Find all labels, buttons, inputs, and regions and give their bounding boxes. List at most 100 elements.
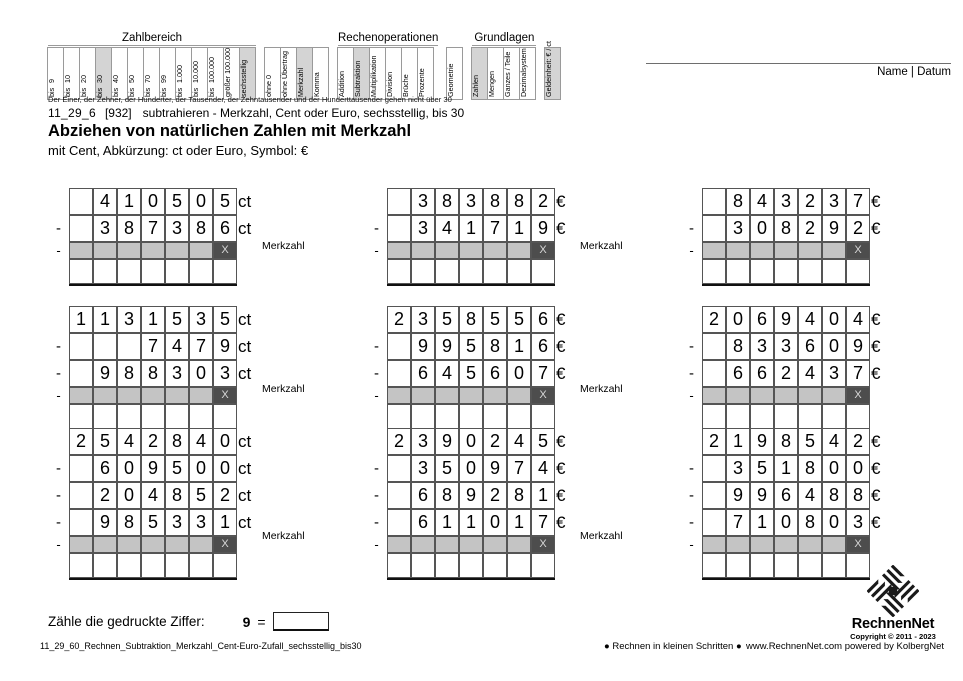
merkzahl-x-cell[interactable]: X <box>213 536 237 553</box>
digit-cell[interactable]: 5 <box>213 188 237 215</box>
merkzahl-cell[interactable] <box>459 387 483 404</box>
digit-cell[interactable]: 2 <box>213 482 237 509</box>
answer-cell[interactable] <box>117 259 141 284</box>
answer-cell[interactable] <box>846 553 870 578</box>
digit-cell[interactable]: 2 <box>702 306 726 333</box>
digit-cell-empty[interactable] <box>702 333 726 360</box>
merkzahl-x-cell[interactable]: X <box>846 536 870 553</box>
answer-cell[interactable] <box>189 553 213 578</box>
digit-cell[interactable]: 3 <box>165 215 189 242</box>
digit-cell[interactable]: 0 <box>459 428 483 455</box>
digit-cell[interactable]: 3 <box>459 188 483 215</box>
answer-cell[interactable] <box>69 404 93 429</box>
digit-cell[interactable]: 3 <box>411 215 435 242</box>
digit-cell-empty[interactable] <box>387 215 411 242</box>
count-task-answer-box[interactable] <box>272 612 329 631</box>
merkzahl-cell[interactable] <box>117 242 141 259</box>
digit-cell[interactable]: 2 <box>798 215 822 242</box>
answer-cell[interactable] <box>822 404 846 429</box>
answer-cell[interactable] <box>459 259 483 284</box>
digit-cell-empty[interactable] <box>387 482 411 509</box>
answer-cell[interactable] <box>411 404 435 429</box>
answer-cell[interactable] <box>459 404 483 429</box>
digit-cell-empty[interactable] <box>702 509 726 536</box>
merkzahl-cell[interactable] <box>165 536 189 553</box>
footer-url[interactable]: www.RechnenNet.com powered by KolbergNet <box>746 641 945 652</box>
table-cell-geometrie[interactable]: Geometrie <box>446 47 464 100</box>
merkzahl-cell[interactable] <box>774 387 798 404</box>
table-cell-brüche[interactable]: Brüche <box>401 47 418 100</box>
digit-cell[interactable]: 1 <box>459 215 483 242</box>
digit-cell[interactable]: 1 <box>435 509 459 536</box>
digit-cell[interactable]: 0 <box>483 509 507 536</box>
digit-cell[interactable]: 0 <box>141 188 165 215</box>
digit-cell[interactable]: 5 <box>141 509 165 536</box>
digit-cell[interactable]: 6 <box>411 360 435 387</box>
digit-cell[interactable]: 4 <box>141 482 165 509</box>
digit-cell[interactable]: 4 <box>435 215 459 242</box>
answer-cell[interactable] <box>117 553 141 578</box>
digit-cell[interactable]: 8 <box>726 333 750 360</box>
digit-cell[interactable]: 6 <box>774 482 798 509</box>
merkzahl-cell[interactable] <box>726 387 750 404</box>
digit-cell[interactable]: 9 <box>459 482 483 509</box>
digit-cell[interactable]: 3 <box>165 509 189 536</box>
answer-cell[interactable] <box>165 404 189 429</box>
digit-cell[interactable]: 1 <box>507 215 531 242</box>
digit-cell[interactable]: 7 <box>846 188 870 215</box>
answer-cell[interactable] <box>93 404 117 429</box>
table-cell-division[interactable]: Division <box>385 47 402 100</box>
merkzahl-cell[interactable] <box>69 387 93 404</box>
digit-cell[interactable]: 8 <box>117 215 141 242</box>
table-cell-dezimalsystem[interactable]: Dezimalsystem <box>519 47 537 100</box>
digit-cell[interactable]: 4 <box>435 360 459 387</box>
table-cell-10-000[interactable]: 10.000 bis <box>191 47 208 100</box>
merkzahl-x-cell[interactable]: X <box>531 536 555 553</box>
merkzahl-cell[interactable] <box>483 242 507 259</box>
digit-cell[interactable]: 8 <box>435 188 459 215</box>
answer-cell[interactable] <box>726 259 750 284</box>
answer-cell[interactable] <box>822 553 846 578</box>
digit-cell[interactable]: 8 <box>798 509 822 536</box>
table-cell-mengen[interactable]: Mengen <box>487 47 505 100</box>
answer-cell[interactable] <box>411 553 435 578</box>
digit-cell[interactable]: 5 <box>189 482 213 509</box>
answer-cell[interactable] <box>69 259 93 284</box>
digit-cell[interactable]: 3 <box>411 188 435 215</box>
merkzahl-cell[interactable] <box>435 536 459 553</box>
digit-cell-empty[interactable] <box>69 188 93 215</box>
digit-cell[interactable]: 5 <box>798 428 822 455</box>
digit-cell[interactable]: 1 <box>93 306 117 333</box>
digit-cell[interactable]: 7 <box>189 333 213 360</box>
digit-cell[interactable]: 4 <box>117 428 141 455</box>
digit-cell[interactable]: 8 <box>507 482 531 509</box>
digit-cell[interactable]: 5 <box>483 306 507 333</box>
digit-cell[interactable]: 8 <box>507 188 531 215</box>
digit-cell[interactable]: 9 <box>750 428 774 455</box>
merkzahl-cell[interactable] <box>822 242 846 259</box>
digit-cell[interactable]: 2 <box>69 428 93 455</box>
digit-cell[interactable]: 6 <box>531 333 555 360</box>
digit-cell[interactable]: 6 <box>750 306 774 333</box>
merkzahl-cell[interactable] <box>189 387 213 404</box>
table-cell-99[interactable]: 99 bis <box>159 47 176 100</box>
digit-cell[interactable]: 4 <box>798 360 822 387</box>
merkzahl-cell[interactable] <box>93 536 117 553</box>
digit-cell[interactable]: 2 <box>141 428 165 455</box>
digit-cell[interactable]: 5 <box>435 455 459 482</box>
digit-cell[interactable]: 4 <box>798 306 822 333</box>
merkzahl-cell[interactable] <box>387 536 411 553</box>
digit-cell[interactable]: 8 <box>189 215 213 242</box>
digit-cell[interactable]: 3 <box>189 306 213 333</box>
digit-cell[interactable]: 9 <box>822 215 846 242</box>
digit-cell[interactable]: 0 <box>189 360 213 387</box>
table-cell-addition[interactable]: Addition <box>337 47 354 100</box>
table-cell-20[interactable]: 20 bis <box>79 47 96 100</box>
digit-cell[interactable]: 9 <box>93 360 117 387</box>
digit-cell[interactable]: 9 <box>846 333 870 360</box>
digit-cell[interactable]: 2 <box>702 428 726 455</box>
merkzahl-cell[interactable] <box>507 242 531 259</box>
digit-cell[interactable]: 0 <box>189 188 213 215</box>
digit-cell[interactable]: 8 <box>822 482 846 509</box>
table-cell-geldeinheit-ct[interactable]: Geldeinheit: € / ct <box>544 41 562 100</box>
